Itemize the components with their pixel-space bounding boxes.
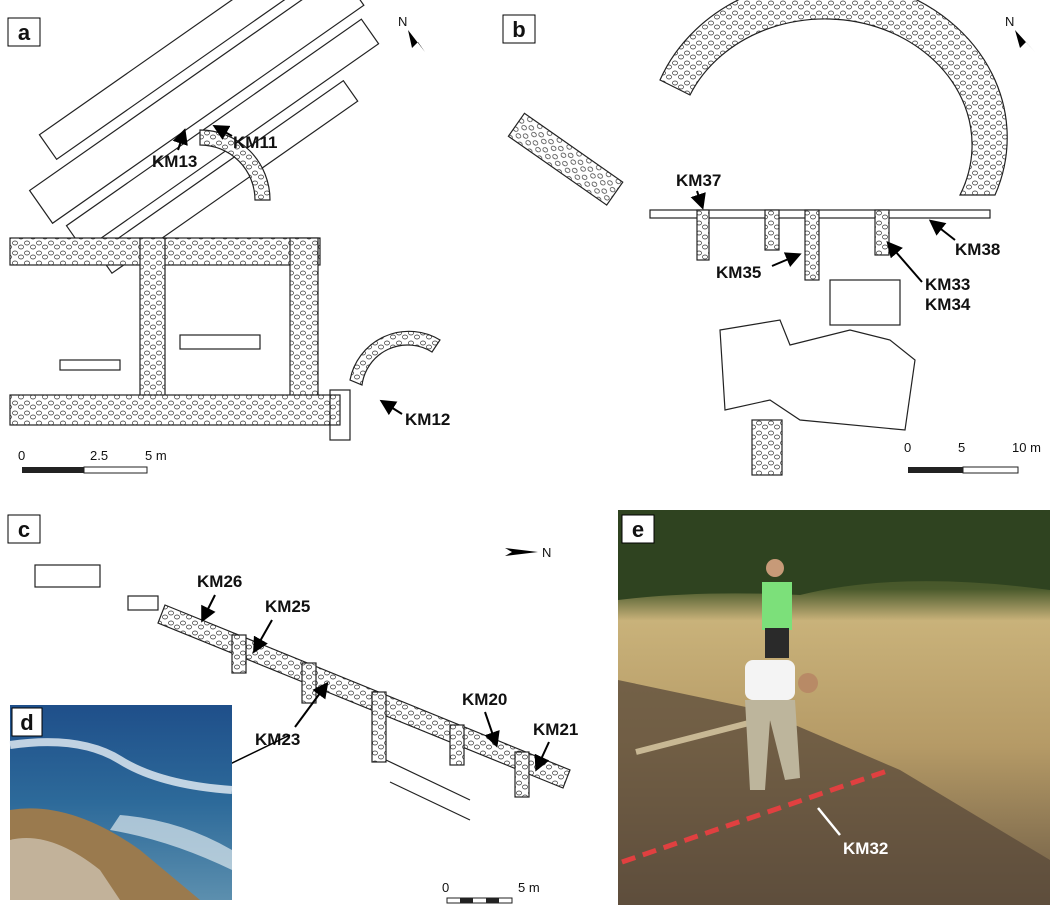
person: [745, 700, 800, 790]
panel-d: d: [9, 705, 233, 900]
pointer: [379, 399, 403, 416]
scale-bar: [962, 466, 1019, 474]
sample-label: KM38: [955, 240, 1000, 259]
panel-label: e: [632, 517, 644, 542]
sample-label: KM33: [925, 275, 970, 294]
north-arrow: [505, 548, 538, 556]
scale-bar: [22, 467, 84, 473]
sample-label: KM34: [925, 295, 971, 314]
pointer: [534, 741, 550, 772]
panel-a: a N KM13 KM11 KM12 0 2.5 5 m: [7, 0, 450, 474]
rocks: [10, 838, 120, 900]
pointer: [817, 807, 841, 836]
panel-label-box: [7, 514, 41, 544]
panel-c: c N KM26 KM25 KM23 KM20 KM21 0 5 m: [7, 514, 578, 904]
sample-label: KM23: [255, 730, 300, 749]
person: [765, 628, 789, 658]
north-label: N: [398, 14, 407, 29]
person: [798, 673, 818, 693]
north-label: N: [1005, 14, 1014, 29]
scale-bar: [460, 898, 473, 903]
wave: [9, 738, 233, 794]
trees: [618, 510, 1050, 600]
pointer: [201, 594, 216, 623]
pointer: [253, 619, 273, 654]
sample-label: KM20: [462, 690, 507, 709]
panel-label-box: [502, 14, 536, 44]
scale-bar: [446, 897, 513, 904]
scale-label: 5: [958, 440, 965, 455]
sample-label: KM21: [533, 720, 578, 739]
trench: [618, 680, 1050, 905]
scale-label: 5 m: [145, 448, 167, 463]
scale-label: 2.5: [90, 448, 108, 463]
sample-label: KM32: [843, 839, 888, 858]
tape: [621, 767, 891, 865]
scale-label: 0: [18, 448, 25, 463]
sample-label: KM26: [197, 572, 242, 591]
north-arrow: [1015, 30, 1035, 52]
scale-label: 5 m: [518, 880, 540, 895]
scale-label: 10 m: [1012, 440, 1041, 455]
person: [766, 559, 784, 577]
sample-label: KM12: [405, 410, 450, 429]
pointer: [886, 240, 923, 283]
panel-e: e KM32: [618, 510, 1050, 905]
sample-label: KM13: [152, 152, 197, 171]
panel-label: a: [18, 20, 31, 45]
north-arrow: [408, 30, 425, 52]
plan-a: [9, 0, 441, 441]
pointer: [690, 190, 706, 210]
scale-bar: [486, 898, 499, 903]
panel-b: b N KM37 KM38 KM35 KM33 KM34 0 5 10 m: [502, 0, 1041, 476]
panel-label-box: [11, 707, 43, 737]
scale-bar: [908, 467, 963, 473]
pointer: [212, 125, 233, 140]
sample-label: KM11: [233, 133, 277, 152]
scale-label: 0: [442, 880, 449, 895]
sample-label: KM37: [676, 171, 721, 190]
pointer: [771, 252, 802, 268]
person: [745, 660, 795, 700]
pointer: [484, 711, 500, 748]
pointer: [928, 219, 956, 241]
north-label: N: [542, 545, 551, 560]
scale-label: 0: [904, 440, 911, 455]
pointer: [294, 681, 329, 728]
person: [762, 582, 792, 630]
panel-label: b: [512, 17, 525, 42]
foam: [110, 815, 232, 870]
sample-label: KM25: [265, 597, 310, 616]
panel-label: d: [20, 710, 33, 735]
pointer: [172, 128, 188, 151]
panel-label-box: [621, 514, 655, 544]
plan-b: [507, 0, 1008, 476]
panel-label-box: [7, 17, 41, 47]
sample-label: KM35: [716, 263, 761, 282]
scale-bar: [83, 466, 148, 474]
panel-label: c: [18, 517, 30, 542]
